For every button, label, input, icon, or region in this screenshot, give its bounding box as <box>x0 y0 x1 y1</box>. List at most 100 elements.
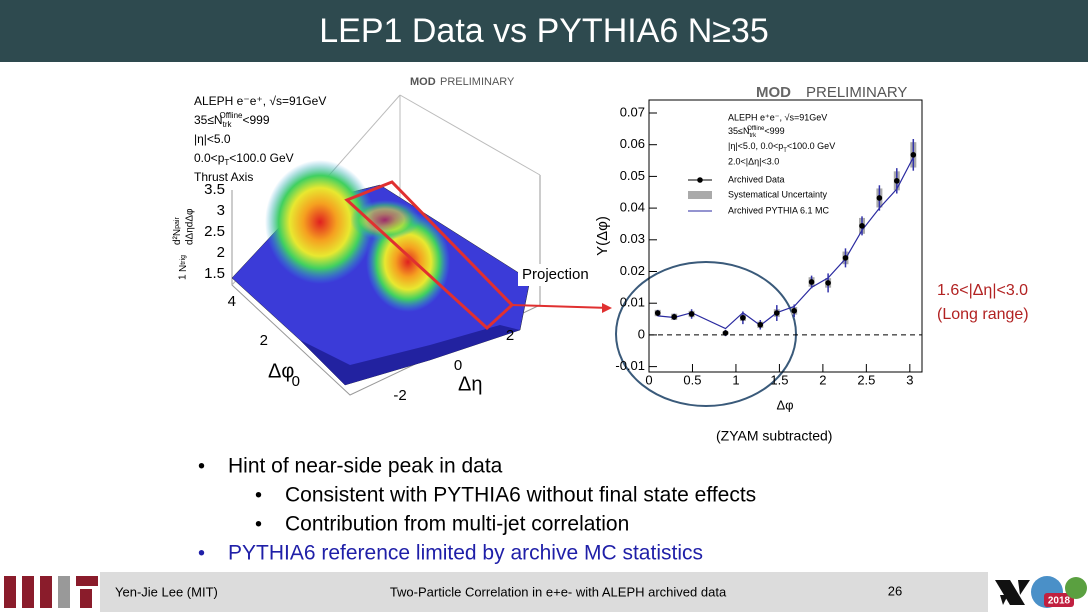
highlight-ellipse <box>615 261 797 407</box>
footer-talk: Two-Particle Correlation in e+e- with AL… <box>390 584 727 599</box>
phi-tick-label: 4 <box>228 293 236 310</box>
z-label-part: trig <box>180 255 187 265</box>
z-label-part: N <box>178 265 189 272</box>
mit-logo <box>4 576 98 608</box>
y-tick-label: 0.04 <box>620 200 645 215</box>
projection-chart: MOD PRELIMINARY ALEPH e⁺e⁻, √s=91GeV 35≤… <box>594 84 923 412</box>
z-label-part: 1 <box>178 274 189 280</box>
legend-label: Archived Data <box>728 174 785 184</box>
bullet-dot: • <box>255 484 262 506</box>
footer-bar <box>100 572 988 612</box>
x-tick-label: 1 <box>732 372 739 387</box>
axis-box <box>231 175 541 396</box>
badge-bg <box>1044 593 1074 607</box>
info-part: 0.0<p <box>194 151 225 165</box>
plot-frame <box>648 99 923 373</box>
x-tick-label: 0 <box>645 372 652 387</box>
footer-author: Yen-Jie Lee (MIT) <box>115 584 218 599</box>
info-part: |η|<5.0, 0.0<p <box>728 141 783 151</box>
data-point <box>825 280 831 286</box>
watermark: PRELIMINARY <box>440 76 515 88</box>
x-tick-label: 1.5 <box>770 372 788 387</box>
eta-label: Δη <box>458 373 482 395</box>
bullet-list: • Hint of near-side peak in data • Consiste… <box>198 455 756 565</box>
data-point <box>654 310 661 316</box>
phi-tick-label: 0 <box>292 373 300 390</box>
bullet-dot: • <box>198 542 205 564</box>
data-point <box>910 152 917 158</box>
info: 0.0<pT<100.0 GeV <box>194 151 294 167</box>
info-sub: T <box>783 148 787 154</box>
aleph-logo <box>995 580 1030 605</box>
info: 2.0<|Δη|<3.0 <box>728 156 779 166</box>
header-bar <box>0 0 1088 62</box>
data-point <box>808 279 815 285</box>
z-tick-label: 2 <box>217 244 225 261</box>
z-tick-label: 2.5 <box>204 223 225 240</box>
y-tick-label: -0.01 <box>615 358 645 373</box>
bullet-dot: • <box>198 455 205 477</box>
y-tick-label: 0.02 <box>620 263 645 278</box>
z-tick-label: 1.5 <box>204 265 225 282</box>
data-point <box>722 330 729 336</box>
y-tick-label: 0.05 <box>620 168 645 183</box>
info-part: <100.0 GeV <box>787 141 835 151</box>
z-label-part: Ntrig <box>178 255 189 272</box>
z-label-part: pair <box>174 217 181 229</box>
slide-title: LEP1 Data vs PYTHIA6 N≥35 <box>319 12 769 50</box>
eta-tick-label: 2 <box>506 327 514 344</box>
surface-edge <box>300 325 520 385</box>
x-tick-label: 0.5 <box>683 372 701 387</box>
info-part: <999 <box>764 126 784 136</box>
data-point <box>859 223 865 229</box>
legend-label: Systematical Uncertainty <box>728 189 828 199</box>
legend-label: Archived PYTHIA 6.1 MC <box>728 205 830 215</box>
info: |η|<5.0, 0.0<pT<100.0 GeV <box>728 141 835 153</box>
data-point <box>893 178 900 184</box>
watermark: PRELIMINARY <box>806 84 907 101</box>
x-axis-label: Δφ <box>776 397 793 412</box>
conference-logo <box>1065 577 1087 599</box>
info-sup: Offline <box>220 111 244 120</box>
arrow-head <box>602 303 612 313</box>
eta-tick-label: -2 <box>393 387 406 404</box>
z-label-part: d²Npair <box>172 217 183 245</box>
legend-key <box>688 191 712 199</box>
info: 35≤NtrkOffline<999 <box>194 111 270 129</box>
surface-ridge <box>350 200 420 240</box>
z-tick-label: 3.5 <box>204 181 225 198</box>
info-part: 35≤N <box>728 126 749 136</box>
arrow <box>511 304 611 309</box>
info: Thrust Axis <box>194 170 253 184</box>
data-point <box>876 195 883 201</box>
data-point <box>740 314 746 321</box>
z-label: 1 Ntrig d²Npair dΔηdΔφ <box>172 208 196 280</box>
bullet-text: PYTHIA6 reference limited by archive MC … <box>228 542 703 565</box>
x-tick-label: 2.5 <box>857 372 875 387</box>
data-point <box>671 314 678 320</box>
data-point <box>757 321 764 328</box>
range-label: 1.6<|Δη|<3.0 <box>937 282 1028 299</box>
y-tick-label: 0.03 <box>620 231 645 246</box>
y-tick-label: 0.01 <box>620 295 645 310</box>
data-point <box>688 311 695 317</box>
axis-box <box>399 94 541 176</box>
info: 35≤NtrkOffline<999 <box>728 126 785 139</box>
data-point <box>842 255 849 261</box>
label-bg <box>518 264 604 286</box>
info-sup: Offline <box>747 126 765 132</box>
x-tick-label: 3 <box>906 372 913 387</box>
info: ALEPH e⁺e⁻, √s=91GeV <box>728 112 827 122</box>
info-part: <100.0 GeV <box>229 151 293 165</box>
z-label-part: d²N <box>172 229 183 245</box>
zyam-label: (ZYAM subtracted) <box>716 428 832 444</box>
projection-label: Projection <box>522 266 589 283</box>
watermark: MOD <box>410 76 436 88</box>
info-sub: T <box>224 158 229 167</box>
y-tick-label: 0.07 <box>620 104 645 119</box>
y-axis-label: Y(Δφ) <box>594 216 611 256</box>
z-tick-label: 3 <box>217 202 225 219</box>
bullet-dot: • <box>255 513 262 535</box>
phi-tick-label: 2 <box>260 332 268 349</box>
bullet-text: Hint of near-side peak in data <box>228 455 503 478</box>
